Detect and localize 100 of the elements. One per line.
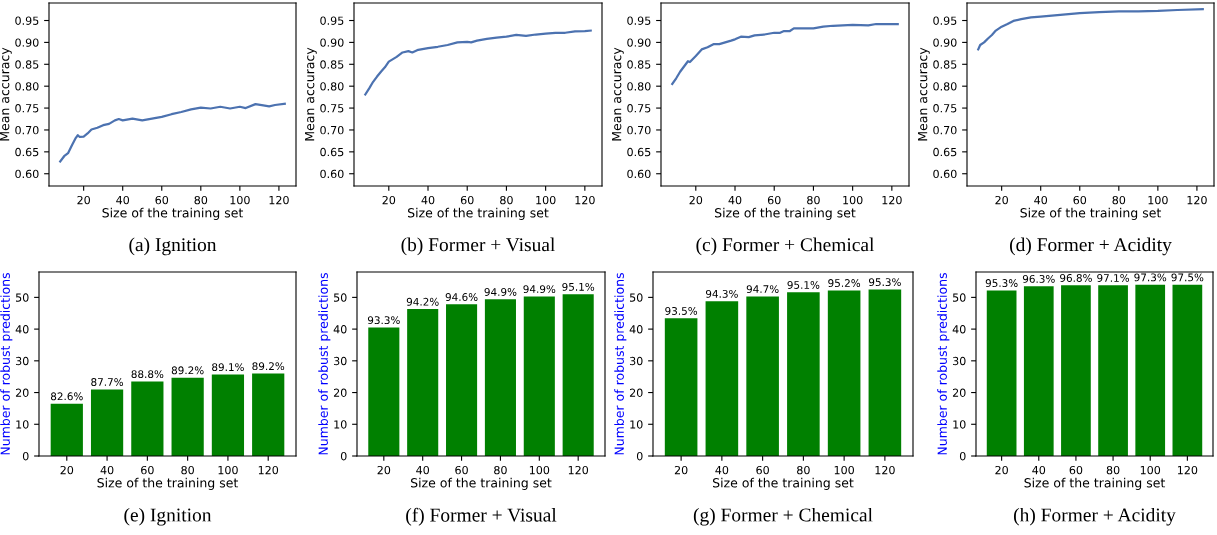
x-tick-label: 100 <box>536 195 556 205</box>
x-tick-label: 80 <box>194 195 208 205</box>
y-tick-label: 0.60 <box>933 169 957 179</box>
y-tick-label: 50 <box>630 293 643 302</box>
x-tick-label: 20 <box>77 195 90 205</box>
x-tick-label: 120 <box>568 465 589 475</box>
annotation: 95.1% <box>562 282 595 291</box>
x-tick-label: 80 <box>500 195 513 205</box>
x-tick-label: 20 <box>60 465 74 475</box>
y-tick-label: 0.95 <box>15 16 39 25</box>
x-tick-label: 120 <box>1187 195 1207 205</box>
y-tick-label: 40 <box>629 325 643 334</box>
bar <box>252 373 285 456</box>
y-tick-label: 0.70 <box>933 125 957 135</box>
x-axis-title: Size of the training set <box>1020 207 1162 220</box>
annotation: 94.6% <box>445 293 478 301</box>
y-tick-label: 10 <box>953 420 966 429</box>
y-tick-label: 0.75 <box>15 104 39 113</box>
y-tick-label: 40 <box>952 325 966 334</box>
x-tick-label: 80 <box>181 465 194 475</box>
y-tick-label: 0.80 <box>320 82 344 91</box>
x-tick-label: 40 <box>416 465 430 475</box>
y-tick-label: 0.80 <box>627 82 651 91</box>
y-tick-label: 50 <box>953 293 966 302</box>
bar <box>50 403 83 456</box>
y-tick-label: 0.75 <box>320 104 344 113</box>
text: (b) Former + Visual <box>401 237 555 256</box>
x-tick-label: 60 <box>1069 465 1083 475</box>
x-tick-label: 80 <box>494 465 507 475</box>
x-tick-label: 20 <box>382 195 396 205</box>
annotation: 93.5% <box>665 307 698 315</box>
y-tick-label: 10 <box>334 420 347 429</box>
bar <box>407 309 439 456</box>
annotation: 94.2% <box>406 297 439 306</box>
text: (h) Former + Acidity <box>1014 507 1176 526</box>
annotation: 89.2% <box>171 366 204 375</box>
x-tick-label: 60 <box>767 195 781 205</box>
x-tick-label: 40 <box>421 195 435 205</box>
annotation: 88.8% <box>131 370 164 379</box>
y-tick-label: 30 <box>333 356 347 366</box>
y-tick-label: 0.90 <box>933 38 957 47</box>
x-tick-label: 20 <box>995 465 1008 475</box>
bar <box>705 301 739 456</box>
y-tick-label: 0.70 <box>15 125 39 135</box>
x-tick-label: 100 <box>230 195 250 205</box>
annotation: 94.3% <box>705 289 738 298</box>
x-tick-label: 20 <box>995 195 1008 205</box>
y-tick-label: 40 <box>15 325 29 334</box>
y-tick-label: 20 <box>333 388 347 397</box>
x-tick-label: 20 <box>674 465 688 475</box>
x-tick-label: 80 <box>1112 195 1126 205</box>
x-tick-label: 60 <box>1073 195 1087 205</box>
annotation: 95.3% <box>868 278 901 287</box>
bar <box>211 374 245 456</box>
x-tick-label: 80 <box>1106 465 1120 475</box>
y-tick-label: 10 <box>16 420 29 429</box>
annotation: 89.1% <box>212 363 244 372</box>
y-tick-label: 0.95 <box>320 16 344 25</box>
annotation: 97.5% <box>1171 273 1204 282</box>
x-axis-title: Size of the training set <box>102 207 244 220</box>
y-tick-label: 0.95 <box>933 16 957 25</box>
y-tick-label: 0 <box>959 451 966 461</box>
y-tick-label: 0.80 <box>15 82 39 91</box>
y-tick-label: 0.85 <box>320 60 344 69</box>
x-tick-label: 80 <box>807 195 820 205</box>
y-tick-label: 40 <box>333 325 347 334</box>
line-series <box>671 22 899 86</box>
line-series <box>364 29 592 96</box>
x-tick-label: 100 <box>843 195 863 205</box>
x-tick-label: 120 <box>258 465 279 475</box>
bar <box>368 327 400 456</box>
y-tick-label: 20 <box>629 388 643 397</box>
text: (f) Former + Visual <box>406 507 557 526</box>
y-tick-label: 30 <box>952 356 966 366</box>
x-tick-label: 120 <box>875 465 895 475</box>
y-tick-label: 0.60 <box>320 169 344 179</box>
bar <box>746 296 779 456</box>
bar <box>664 318 698 456</box>
annotation: 94.9% <box>484 288 517 296</box>
x-axis-title: Size of the training set <box>97 477 239 490</box>
y-tick-label: 0.95 <box>627 16 651 25</box>
line-series <box>977 8 1204 51</box>
x-tick-label: 20 <box>377 465 391 475</box>
text: (e) Ignition <box>124 507 212 526</box>
annotation: 89.2% <box>252 362 285 371</box>
annotation: 87.7% <box>91 378 124 386</box>
annotation: 94.9% <box>523 285 556 294</box>
x-tick-label: 60 <box>141 465 154 475</box>
annotation: 82.6% <box>50 392 83 401</box>
y-axis-title: Mean accuracy <box>612 47 624 141</box>
y-tick-label: 0.65 <box>320 147 344 157</box>
bar <box>446 304 478 456</box>
y-axis-title: Number of robust predictions <box>937 273 950 455</box>
x-tick-label: 40 <box>1034 195 1048 205</box>
y-axis-title: Number of robust predictions <box>614 273 627 455</box>
y-tick-label: 0.85 <box>627 60 651 69</box>
y-tick-label: 0.90 <box>15 38 39 47</box>
bar <box>562 294 594 456</box>
text: (a) Ignition <box>129 237 217 256</box>
text: (g) Former + Chemical <box>693 507 873 526</box>
